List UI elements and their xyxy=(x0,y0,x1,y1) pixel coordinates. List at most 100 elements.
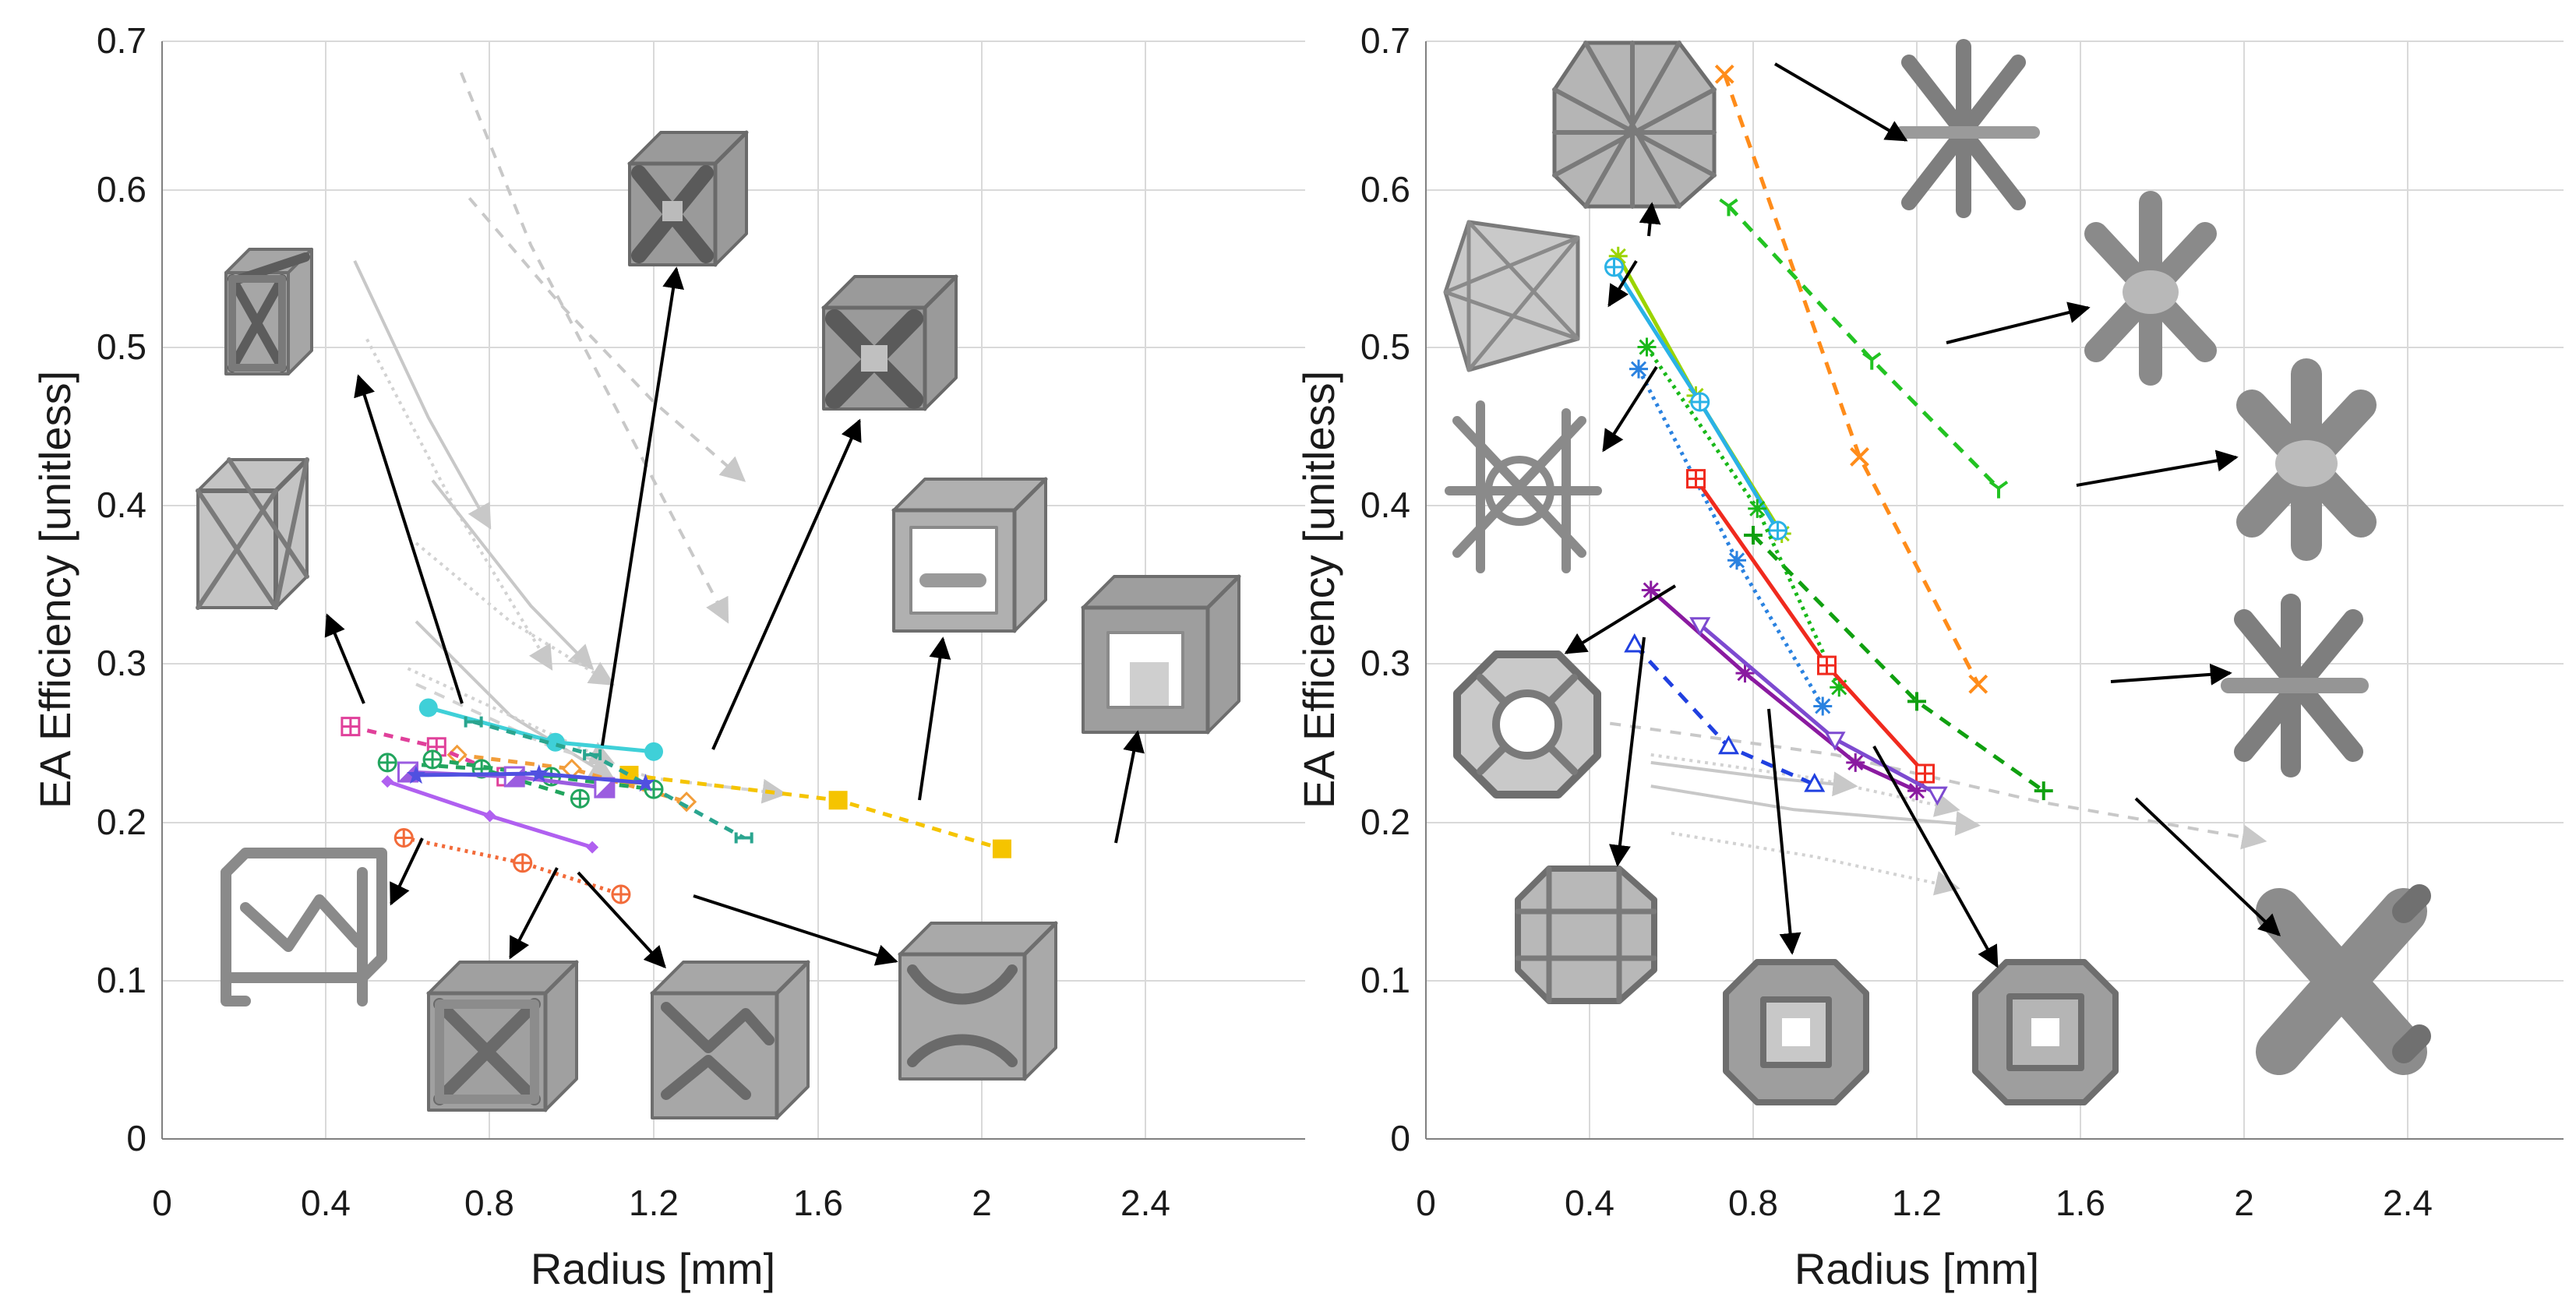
data-point-marker xyxy=(1830,678,1849,697)
series-blue-dot xyxy=(1629,359,1833,716)
lattice-illustrations-left xyxy=(196,130,1241,1120)
data-point-marker xyxy=(513,853,533,873)
left-ytick-label: 0.7 xyxy=(97,20,146,61)
lattice-cell-thick-cross-icon xyxy=(821,274,958,411)
series-line xyxy=(353,259,492,530)
series-line xyxy=(1727,204,2000,490)
callout-arrow xyxy=(693,894,898,966)
series-faded-d xyxy=(1671,831,1960,896)
callout-arrows-left xyxy=(324,266,1145,969)
series-faded-2 xyxy=(468,196,746,482)
callout-arrow xyxy=(2134,797,2281,936)
series-line xyxy=(468,196,746,482)
data-point-marker xyxy=(464,716,483,728)
series-violet-diamond xyxy=(381,775,599,854)
data-point-marker xyxy=(1608,246,1628,266)
data-point-marker xyxy=(341,717,361,737)
data-point-marker xyxy=(418,698,438,717)
lattice-cell-bulky-jack-icon xyxy=(2236,358,2377,561)
data-point-marker xyxy=(636,774,655,792)
callout-arrow xyxy=(601,266,684,746)
right-ytick-label: 0.5 xyxy=(1360,326,1410,367)
lattice-cell-octahedral-wire-icon xyxy=(1443,220,1580,372)
right-ytick-label: 0.3 xyxy=(1360,643,1410,683)
right-ytick-label: 0.6 xyxy=(1360,169,1410,210)
series-orange-dash xyxy=(1714,64,1988,694)
series-faded-c xyxy=(1650,784,1981,836)
data-point-marker xyxy=(1813,696,1833,716)
data-point-marker xyxy=(828,791,848,810)
data-point-marker xyxy=(644,742,663,761)
data-point-marker xyxy=(1748,499,1767,518)
right-y-axis-title: EA Efficiency [unitless] xyxy=(1294,371,1343,809)
right-xtick-label: 2 xyxy=(2234,1183,2254,1223)
right-grid xyxy=(1426,41,2564,1139)
lattice-cell-star-jack-icon xyxy=(2221,594,2369,777)
data-point-marker xyxy=(1915,763,1935,784)
right-x-axis-title: Radius [mm] xyxy=(1794,1244,2039,1293)
data-point-marker xyxy=(1907,692,1926,711)
data-point-marker xyxy=(1727,551,1746,570)
series-yellow-square xyxy=(619,766,1011,858)
left-ytick-label: 0.4 xyxy=(97,485,146,525)
series-line xyxy=(407,667,616,765)
left-ytick-label: 0.6 xyxy=(97,169,146,210)
left-xtick-label: 1.6 xyxy=(793,1183,843,1223)
data-point-marker xyxy=(611,884,631,904)
data-point-marker xyxy=(1686,469,1706,489)
left-ytick-label: 0.1 xyxy=(97,960,146,1000)
callout-arrow xyxy=(2076,449,2239,487)
data-point-marker xyxy=(529,764,549,783)
series-faded-9 xyxy=(407,667,616,765)
callout-arrow xyxy=(711,418,862,750)
series-faded-a xyxy=(1609,721,2267,850)
lattice-cell-wire-cube-icon xyxy=(196,457,309,610)
right-ytick-label: 0.4 xyxy=(1360,485,1410,525)
series-line xyxy=(1609,721,2267,850)
data-point-marker xyxy=(1744,526,1763,545)
series-green-dash-2 xyxy=(1744,526,2053,801)
callout-arrow xyxy=(1609,636,1646,867)
data-point-marker xyxy=(407,766,426,784)
series-line xyxy=(460,72,729,624)
left-xtick-label: 0.8 xyxy=(464,1183,514,1223)
right-xtick-label: 0.4 xyxy=(1565,1183,1614,1223)
callout-arrow xyxy=(577,871,666,969)
data-point-marker xyxy=(734,832,753,844)
series-faded-1 xyxy=(460,72,729,624)
right-xtick-label: 0.8 xyxy=(1728,1183,1778,1223)
data-point-marker xyxy=(992,839,1011,858)
series-faded-e xyxy=(1650,760,1858,797)
callout-arrow xyxy=(1602,365,1658,453)
series-cyan-line xyxy=(1604,257,1787,541)
lattice-cell-jack-icon xyxy=(1895,39,2040,218)
callout-arrows-right xyxy=(1564,62,2281,968)
right-xtick-label: 1.2 xyxy=(1892,1183,1942,1223)
right-series-layer xyxy=(1604,64,2267,896)
data-point-marker xyxy=(583,749,602,760)
right-xtick-label: 2.4 xyxy=(2383,1183,2433,1223)
series-red-line xyxy=(1686,469,1935,784)
data-point-marker xyxy=(1850,446,1869,467)
callout-arrow xyxy=(1607,259,1638,308)
lattice-cell-bent-strut-icon xyxy=(221,848,387,1007)
series-green-dash xyxy=(1719,198,2009,499)
series-violet-line xyxy=(1689,617,1948,806)
left-y-axis-title: EA Efficiency [unitless] xyxy=(30,371,79,809)
data-point-marker xyxy=(503,766,525,788)
left-xtick-label: 0.4 xyxy=(301,1183,351,1223)
data-point-marker xyxy=(1690,392,1710,412)
callout-arrow xyxy=(1767,708,1801,955)
callout-arrow xyxy=(2110,663,2232,686)
callout-arrow xyxy=(354,374,464,704)
series-line xyxy=(1722,73,1980,686)
series-navy-star xyxy=(407,764,655,792)
data-point-marker xyxy=(1735,664,1755,683)
right-ytick-label: 0.2 xyxy=(1360,802,1410,842)
series-line xyxy=(1650,760,1858,797)
data-point-marker xyxy=(2034,781,2053,801)
right-ytick-label: 0 xyxy=(1390,1118,1410,1158)
lattice-cell-thick-frame-icon xyxy=(1081,574,1241,735)
lattice-cell-zigzag-icon xyxy=(650,960,810,1120)
